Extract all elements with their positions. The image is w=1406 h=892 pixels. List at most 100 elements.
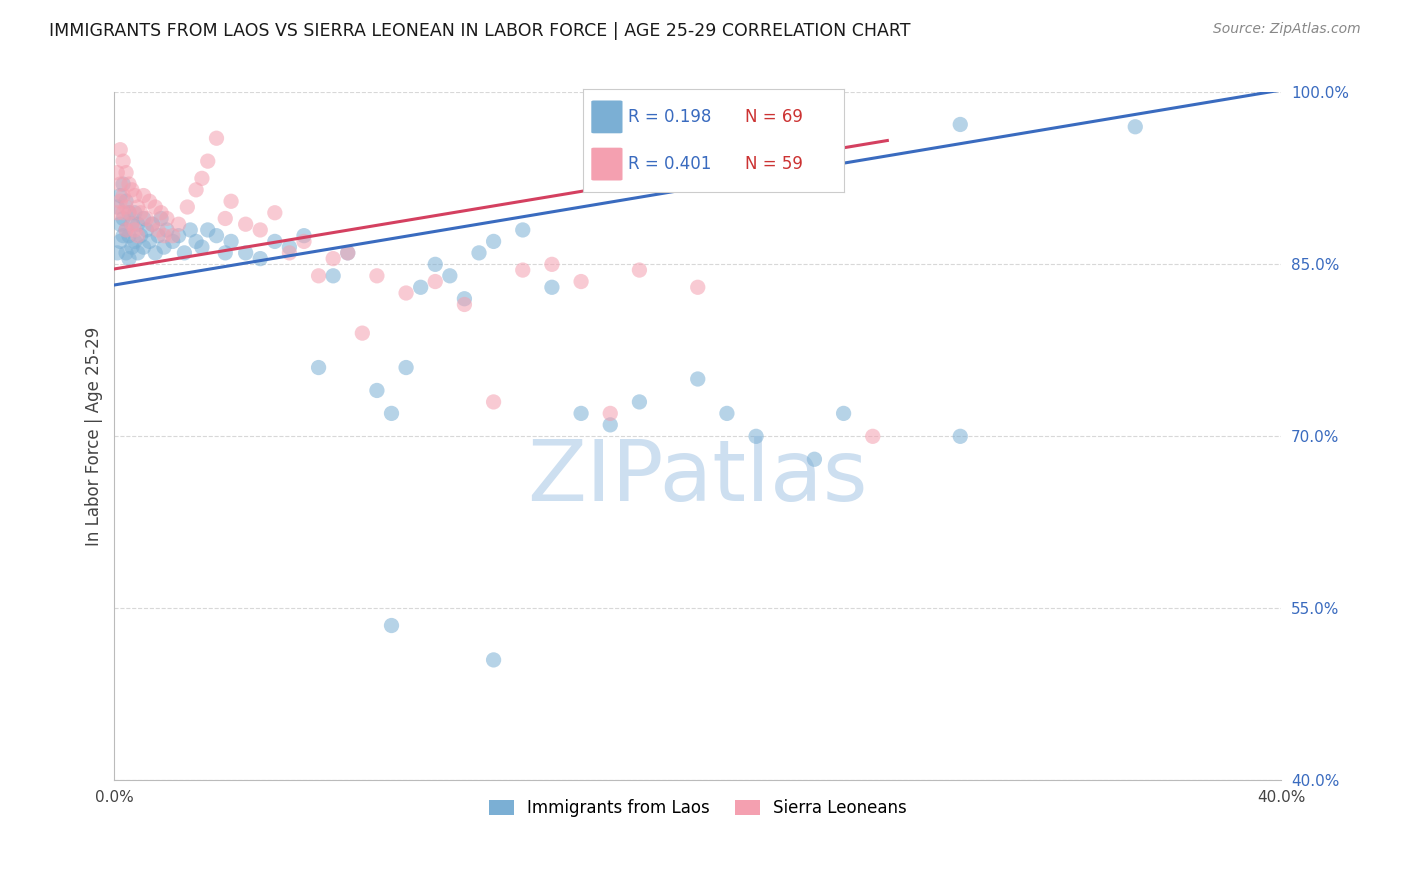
Point — [121, 217, 143, 231]
Point — [110, 235, 132, 249]
Point — [162, 235, 184, 249]
Point — [167, 217, 190, 231]
Point — [129, 228, 152, 243]
Point — [127, 245, 149, 260]
Point — [184, 183, 207, 197]
Legend: Immigrants from Laos, Sierra Leoneans: Immigrants from Laos, Sierra Leoneans — [482, 792, 914, 823]
Point — [599, 417, 621, 432]
Point — [115, 200, 138, 214]
Text: R = 0.401: R = 0.401 — [627, 155, 711, 173]
Point — [132, 211, 155, 226]
Point — [127, 217, 149, 231]
Point — [395, 285, 418, 300]
Point — [366, 268, 388, 283]
Point — [176, 200, 198, 214]
Point — [115, 223, 138, 237]
Point — [124, 206, 146, 220]
Point — [110, 194, 132, 209]
Point — [686, 280, 709, 294]
Text: IMMIGRANTS FROM LAOS VS SIERRA LEONEAN IN LABOR FORCE | AGE 25-29 CORRELATION CH: IMMIGRANTS FROM LAOS VS SIERRA LEONEAN I… — [49, 22, 911, 40]
Point — [322, 252, 344, 266]
Point — [141, 217, 163, 231]
Point — [115, 223, 138, 237]
Point — [249, 252, 271, 266]
Point — [453, 292, 475, 306]
Point — [249, 223, 271, 237]
Point — [512, 223, 534, 237]
Point — [115, 245, 138, 260]
FancyBboxPatch shape — [592, 148, 623, 180]
Text: ZIPatlas: ZIPatlas — [527, 436, 868, 519]
Point — [949, 118, 972, 132]
Point — [105, 245, 128, 260]
Point — [862, 429, 884, 443]
Point — [132, 188, 155, 202]
Point — [336, 245, 359, 260]
Point — [132, 240, 155, 254]
Point — [112, 188, 135, 202]
Point — [146, 228, 169, 243]
Point — [110, 217, 132, 231]
Point — [167, 228, 190, 243]
Point — [146, 223, 169, 237]
Point — [308, 360, 330, 375]
Point — [118, 252, 141, 266]
Point — [118, 206, 141, 220]
Point — [453, 297, 475, 311]
Point — [156, 223, 179, 237]
Point — [541, 280, 564, 294]
Point — [322, 268, 344, 283]
Point — [468, 245, 491, 260]
Text: Source: ZipAtlas.com: Source: ZipAtlas.com — [1213, 22, 1361, 37]
Point — [115, 166, 138, 180]
Point — [628, 395, 651, 409]
Point — [219, 194, 242, 209]
Point — [150, 206, 173, 220]
Point — [153, 228, 176, 243]
Point — [278, 240, 301, 254]
Point — [1123, 120, 1146, 134]
Point — [112, 177, 135, 191]
Point — [235, 245, 257, 260]
Text: R = 0.198: R = 0.198 — [627, 108, 711, 126]
Point — [156, 211, 179, 226]
Point — [191, 171, 214, 186]
Point — [219, 235, 242, 249]
Point — [121, 183, 143, 197]
Point — [569, 406, 592, 420]
Point — [150, 211, 173, 226]
Point — [110, 143, 132, 157]
Point — [214, 245, 236, 260]
Point — [153, 240, 176, 254]
Point — [112, 206, 135, 220]
Point — [110, 188, 132, 202]
Point — [395, 360, 418, 375]
Point — [118, 206, 141, 220]
Point — [118, 228, 141, 243]
Point — [278, 245, 301, 260]
Point — [143, 200, 166, 214]
FancyBboxPatch shape — [592, 101, 623, 133]
Point — [380, 618, 402, 632]
Text: N = 69: N = 69 — [745, 108, 803, 126]
Point — [124, 235, 146, 249]
Point — [138, 235, 160, 249]
Point — [110, 177, 132, 191]
Point — [380, 406, 402, 420]
Point — [512, 263, 534, 277]
Point — [197, 223, 219, 237]
Point — [112, 228, 135, 243]
Point — [482, 235, 505, 249]
Point — [105, 200, 128, 214]
Point — [716, 406, 738, 420]
Point — [292, 228, 315, 243]
Point — [173, 245, 195, 260]
Point — [803, 452, 825, 467]
Point — [118, 177, 141, 191]
Point — [138, 194, 160, 209]
Point — [191, 240, 214, 254]
Point — [482, 395, 505, 409]
Point — [336, 245, 359, 260]
Point — [162, 228, 184, 243]
Point — [832, 406, 855, 420]
